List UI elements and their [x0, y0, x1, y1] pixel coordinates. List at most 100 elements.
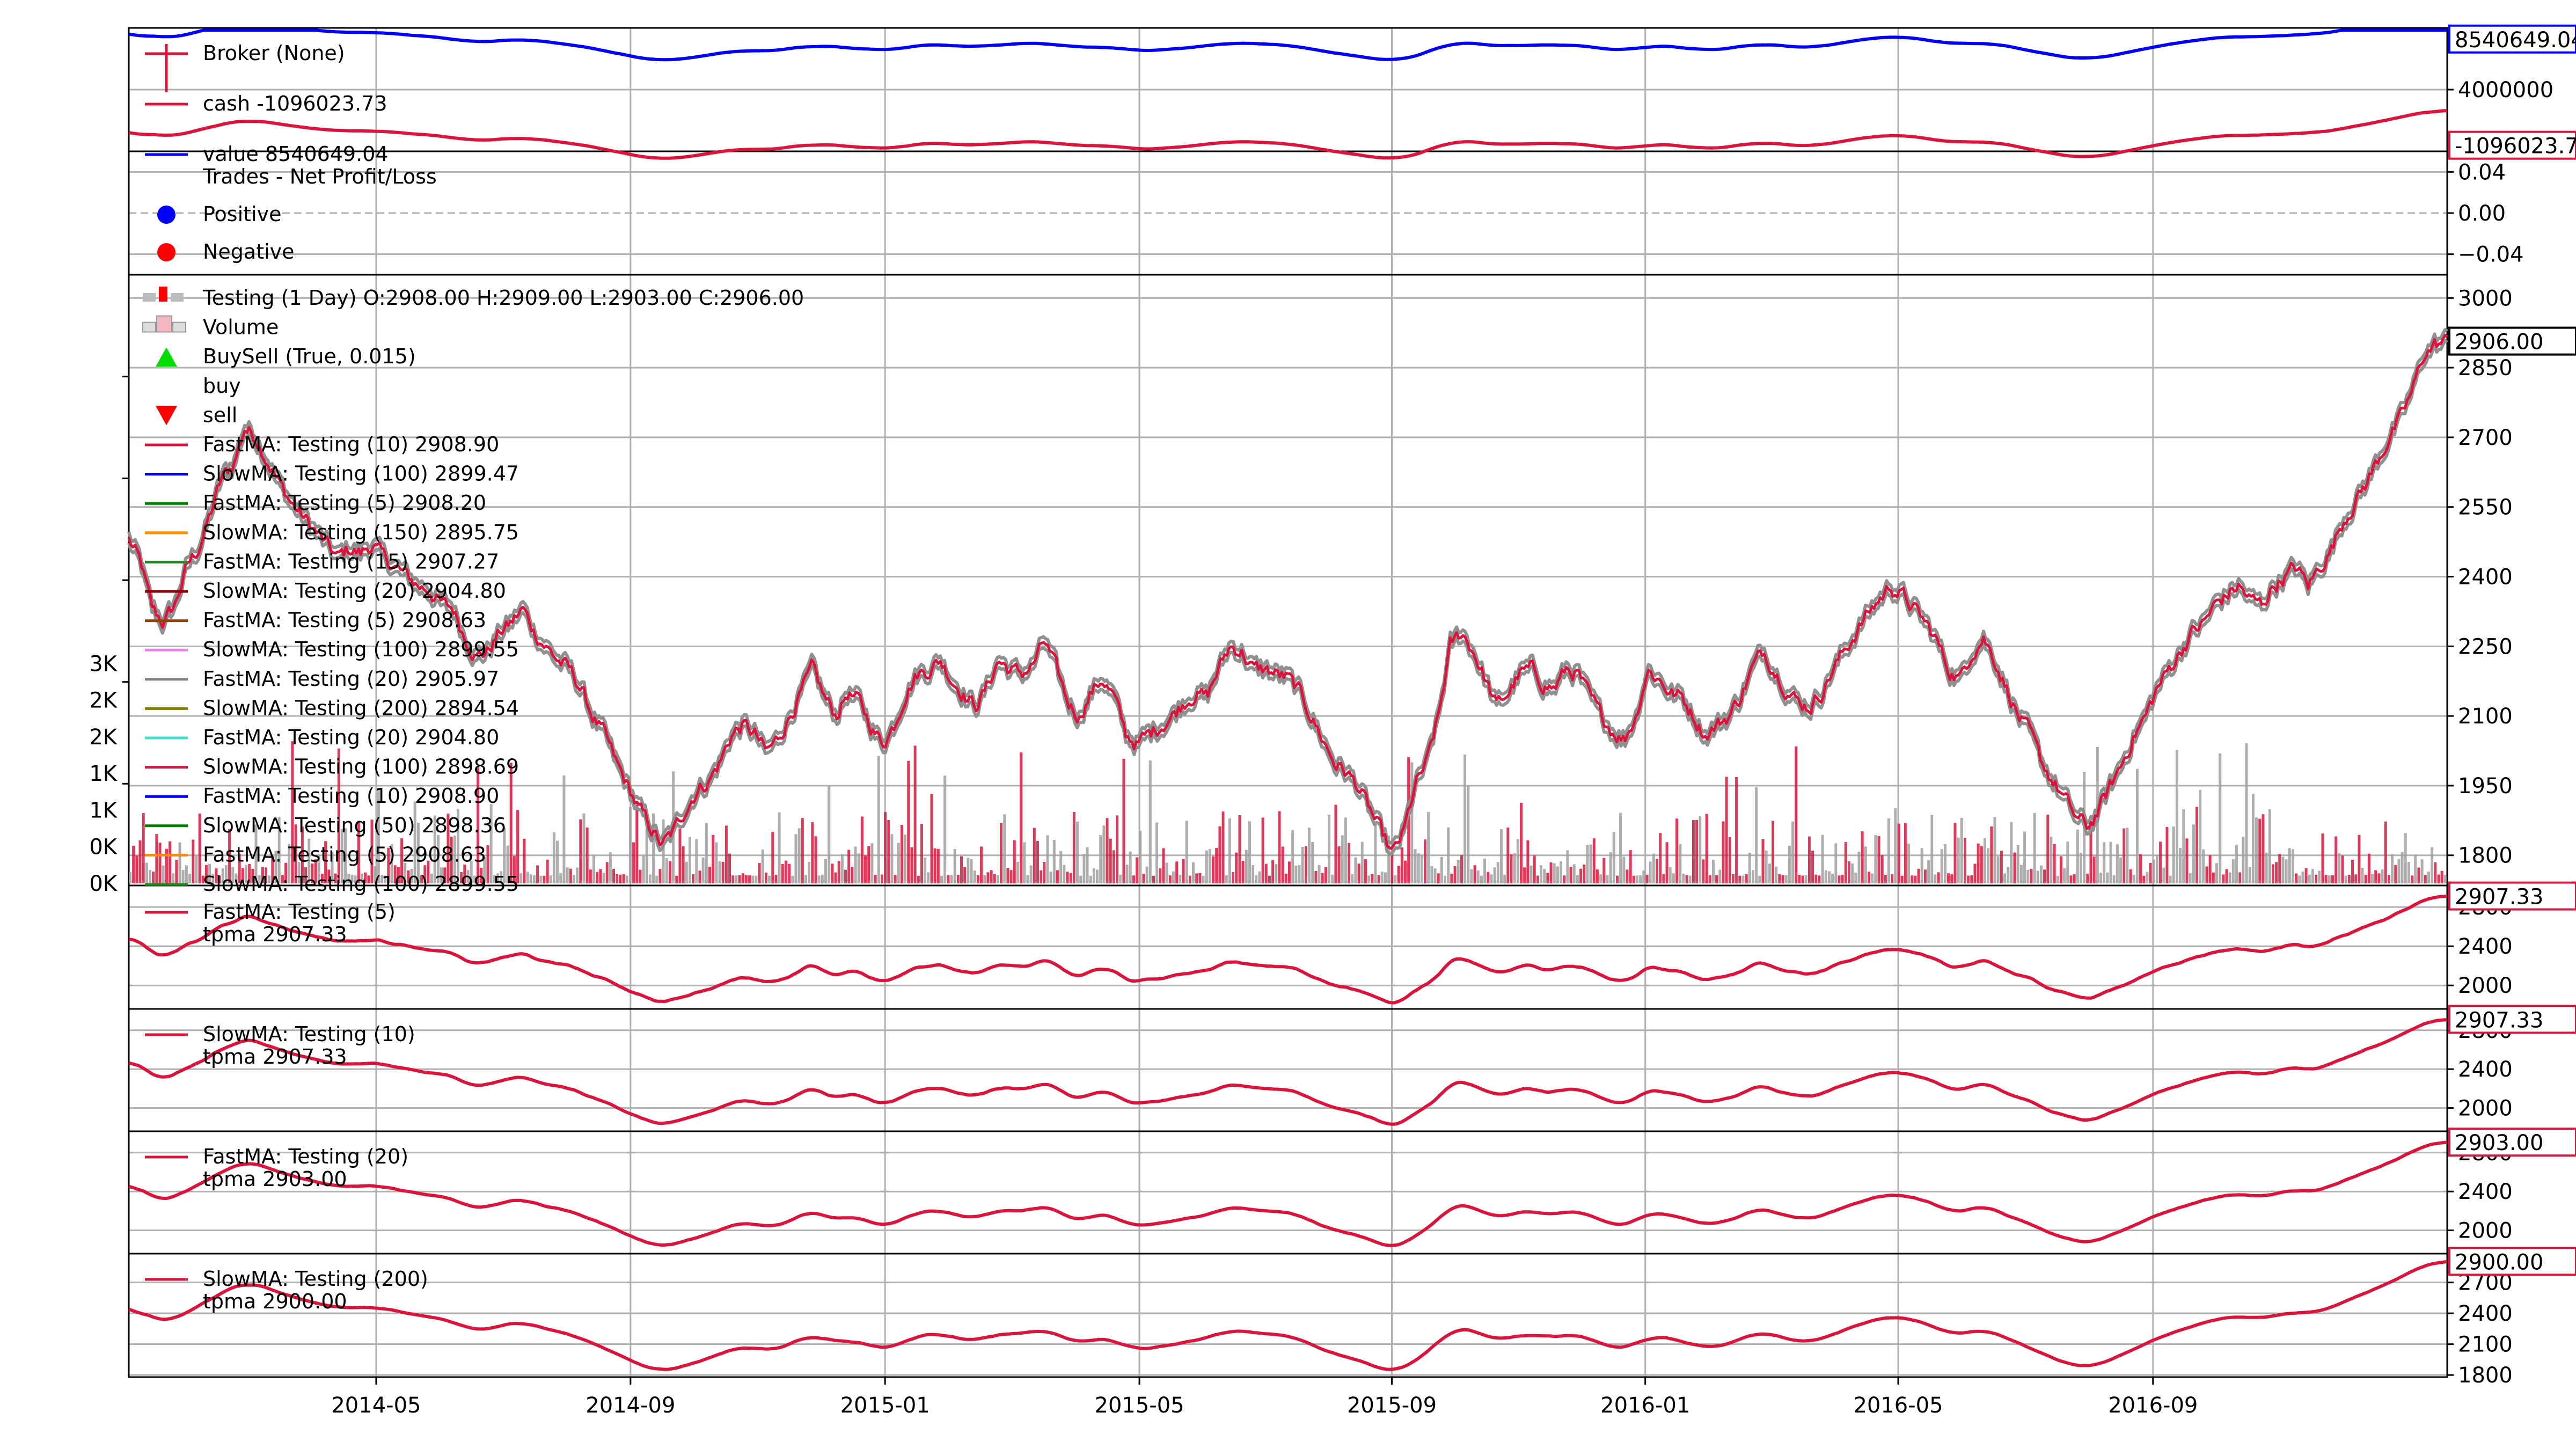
volume-bar [2066, 841, 2069, 883]
volume-bar [519, 873, 523, 883]
volume-bar [1430, 866, 1433, 883]
volume-bar [2030, 869, 2033, 883]
volume-tick-label: 3K [89, 652, 118, 676]
volume-bar [880, 874, 883, 883]
volume-bar [377, 788, 380, 883]
volume-bar [894, 875, 897, 883]
volume-bar [516, 810, 519, 883]
volume-bar [639, 869, 642, 883]
volume-bar [890, 834, 894, 883]
volume-bar [1897, 823, 1900, 883]
x-tick-label: 2015-09 [1347, 1393, 1437, 1418]
volume-bar [1718, 869, 1722, 883]
volume-bar [486, 845, 489, 883]
volume-bar [2023, 831, 2026, 883]
volume-bar [149, 870, 152, 883]
volume-bar [1807, 836, 1811, 883]
x-tick-label: 2014-05 [331, 1393, 421, 1418]
y-tick-label: 4000000 [2458, 78, 2553, 103]
volume-bar [2010, 822, 2013, 883]
legend-label: Testing (1 Day) O:2908.00 H:2909.00 L:29… [202, 286, 804, 310]
volume-bar [2301, 872, 2304, 883]
volume-bar [228, 829, 231, 883]
volume-bar [169, 841, 172, 883]
volume-bar [416, 822, 420, 883]
volume-bar [1450, 874, 1453, 883]
volume-bar [420, 875, 423, 883]
volume-bar [1278, 811, 1281, 883]
volume-tick-label: 0K [89, 872, 118, 896]
volume-bar [2407, 862, 2410, 883]
volume-bar [235, 873, 238, 883]
volume-bar [2308, 874, 2311, 883]
volume-bar [281, 875, 284, 883]
volume-bar [1304, 846, 1307, 883]
volume-bar [2367, 853, 2370, 883]
volume-bar [1586, 845, 1589, 883]
volume-bar [612, 868, 616, 883]
volume-bar [1765, 850, 1768, 883]
volume-bar [1499, 829, 1503, 883]
volume-bar [2007, 867, 2010, 883]
volume-bar [963, 867, 967, 883]
volume-bar [1682, 873, 1685, 883]
legend-label: FastMA: Testing (20) [203, 1145, 408, 1168]
volume-bar [1145, 866, 1148, 883]
volume-bar [569, 868, 572, 883]
volume-bar [1513, 853, 1516, 883]
volume-bar [1182, 859, 1185, 883]
volume-bar [404, 862, 407, 883]
volume-bar [178, 842, 181, 883]
volume-bar [1705, 814, 1708, 883]
volume-bar [860, 816, 863, 883]
volume-bar [744, 875, 748, 883]
volume-bar [347, 874, 350, 883]
volume-bar [1874, 835, 1877, 883]
volume-bar [1523, 867, 1526, 883]
x-tick-label: 2016-05 [1853, 1393, 1943, 1418]
volume-bar [1337, 846, 1341, 883]
volume-bar [1556, 866, 1559, 883]
volume-bar [2431, 847, 2434, 883]
volume-bar [2315, 874, 2318, 883]
volume-bar [1020, 752, 1023, 883]
volume-bar [1079, 875, 1082, 883]
volume-bar [1973, 863, 1977, 883]
legend-down-triangle [156, 406, 177, 426]
legend-vol [142, 321, 156, 333]
volume-bar [1735, 777, 1738, 883]
volume-bar [2255, 817, 2258, 883]
volume-bar [1066, 872, 1069, 883]
volume-bar [609, 852, 612, 883]
volume-bar [1301, 846, 1304, 883]
volume-bar [605, 862, 609, 883]
volume-bar [2106, 872, 2109, 883]
y-tick-label: 2000 [2458, 1096, 2513, 1121]
panel-frame [128, 884, 2448, 1010]
volume-bar [1155, 822, 1159, 883]
volume-bar [559, 873, 562, 883]
volume-bar [2099, 873, 2102, 883]
volume-bar [1003, 814, 1006, 883]
volume-bar [1665, 842, 1668, 883]
y-tick-label: 1800 [2458, 844, 2513, 868]
legend-label: Trades - Net Profit/Loss [202, 165, 437, 188]
volume-bar [1308, 828, 1311, 883]
volume-bar [1384, 872, 1387, 883]
volume-bar [1728, 837, 1731, 883]
volume-bar [1566, 850, 1569, 883]
volume-bar [427, 860, 430, 883]
volume-bar [1275, 864, 1278, 883]
volume-bar [887, 820, 890, 883]
volume-bar [2437, 874, 2440, 883]
volume-bar [1417, 853, 1420, 883]
volume-bar [400, 838, 404, 883]
volume-bar [731, 875, 735, 883]
volume-bar [1341, 835, 1344, 883]
y-tick-label: 1800 [2458, 1363, 2513, 1388]
volume-bar [380, 875, 384, 883]
volume-bar [2182, 809, 2185, 883]
volume-bar [1374, 824, 1377, 883]
volume-bar [2179, 848, 2182, 883]
volume-bar [1947, 873, 1950, 883]
